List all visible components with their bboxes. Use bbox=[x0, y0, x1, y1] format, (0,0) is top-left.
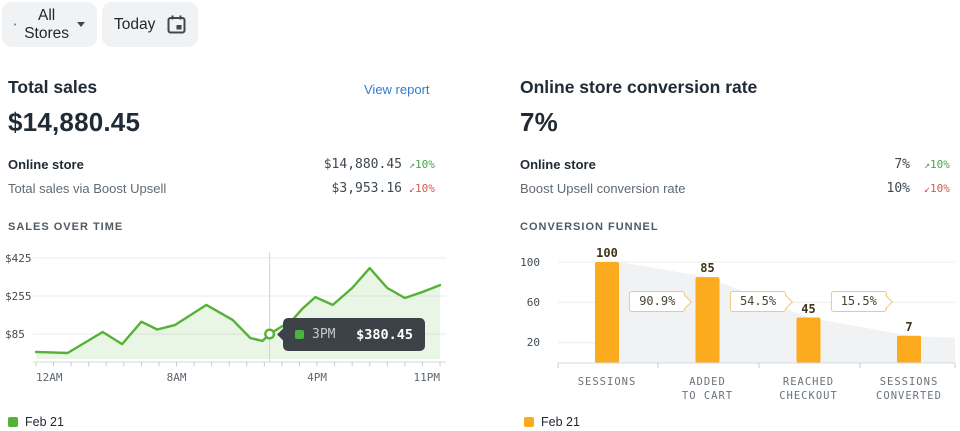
funnel-legend-label: Feb 21 bbox=[541, 415, 580, 429]
funnel-legend: Feb 21 bbox=[524, 415, 580, 429]
funnel-bar[interactable] bbox=[595, 262, 619, 363]
chevron-down-icon bbox=[77, 22, 85, 27]
total-sales-value: $14,880.45 bbox=[8, 107, 141, 137]
conversion-rate-title: Online store conversion rate bbox=[520, 77, 758, 97]
tooltip-value: $380.45 bbox=[356, 326, 413, 343]
x-tick-label: 11PM bbox=[413, 371, 440, 384]
sales-legend: Feb 21 bbox=[8, 415, 64, 429]
y-tick-label: $255 bbox=[5, 289, 32, 303]
date-selector-button[interactable]: Today bbox=[102, 2, 198, 47]
metric-label-online-store-rate: Online store bbox=[520, 157, 596, 172]
metric-value-online-store-rate: 7% bbox=[894, 157, 910, 172]
legend-swatch-orange bbox=[524, 417, 534, 427]
y-tick-label: 60 bbox=[526, 295, 540, 309]
trend-down-icon: ↙ bbox=[409, 184, 416, 195]
funnel-category-label: SESSIONS bbox=[577, 376, 637, 388]
y-tick-label: 20 bbox=[526, 336, 540, 350]
funnel-category-label: SESSIONS CONVERTED bbox=[876, 376, 942, 402]
metric-label-boost-upsell-rate: Boost Upsell conversion rate bbox=[520, 181, 686, 196]
funnel-category-label: ADDED TO CART bbox=[681, 376, 734, 402]
tooltip-series-swatch bbox=[295, 330, 304, 339]
conversion-funnel-chart[interactable] bbox=[548, 252, 960, 370]
metric-delta-boost-upsell-sales: ↙10% bbox=[409, 182, 435, 195]
view-report-link[interactable]: View report bbox=[364, 82, 430, 97]
bar-value-label: 7 bbox=[905, 319, 913, 334]
metric-delta-online-store-rate: ↗10% bbox=[924, 158, 950, 171]
bar-value-label: 45 bbox=[801, 301, 816, 316]
metric-delta-online-store-sales: ↗10% bbox=[409, 158, 435, 171]
conversion-tag: 90.9% bbox=[629, 291, 686, 312]
x-tick-label: 4PM bbox=[307, 371, 327, 384]
x-tick-label: 12AM bbox=[36, 371, 63, 384]
trend-down-icon: ↙ bbox=[924, 184, 931, 195]
calendar-icon bbox=[167, 15, 186, 34]
metric-label-boost-upsell-sales: Total sales via Boost Upsell bbox=[8, 181, 167, 196]
y-tick-label: $85 bbox=[5, 327, 25, 341]
chart-tooltip: 3PM $380.45 bbox=[283, 318, 425, 351]
conversion-tag: 54.5% bbox=[729, 291, 787, 312]
metric-label-online-store-sales: Online store bbox=[8, 157, 84, 172]
data-point-marker[interactable] bbox=[264, 328, 276, 340]
metric-delta-boost-upsell-rate: ↙10% bbox=[924, 182, 950, 195]
trend-up-icon: ↗ bbox=[924, 160, 931, 171]
funnel-category-label: REACHED CHECKOUT bbox=[779, 376, 838, 402]
store-selector-label: All Stores bbox=[24, 6, 70, 42]
storefront-icon bbox=[14, 23, 17, 26]
funnel-bar[interactable] bbox=[796, 317, 821, 363]
sales-over-time-title: SALES OVER TIME bbox=[8, 221, 124, 233]
conversion-tag: 15.5% bbox=[830, 291, 887, 312]
trend-up-icon: ↗ bbox=[409, 160, 416, 171]
bar-value-label: 85 bbox=[700, 261, 715, 276]
total-sales-title: Total sales bbox=[8, 77, 98, 97]
date-selector-label: Today bbox=[114, 15, 156, 33]
metric-value-boost-upsell-rate: 10% bbox=[886, 181, 910, 196]
bar-value-label: 100 bbox=[596, 246, 618, 260]
metric-value-online-store-sales: $14,880.45 bbox=[323, 157, 402, 172]
sales-legend-label: Feb 21 bbox=[25, 415, 64, 429]
funnel-bar[interactable] bbox=[695, 277, 720, 363]
conversion-rate-value: 7% bbox=[520, 107, 558, 137]
store-selector-button[interactable]: All Stores bbox=[2, 2, 97, 47]
conversion-funnel-title: CONVERSION FUNNEL bbox=[520, 221, 659, 233]
legend-swatch-green bbox=[8, 417, 18, 427]
funnel-bar[interactable] bbox=[897, 335, 921, 363]
x-tick-label: 8AM bbox=[166, 371, 187, 384]
y-tick-label: $425 bbox=[5, 251, 32, 265]
metric-value-boost-upsell-sales: $3,953.16 bbox=[331, 181, 402, 196]
tooltip-time: 3PM bbox=[312, 327, 336, 342]
y-tick-label: 100 bbox=[520, 255, 540, 269]
